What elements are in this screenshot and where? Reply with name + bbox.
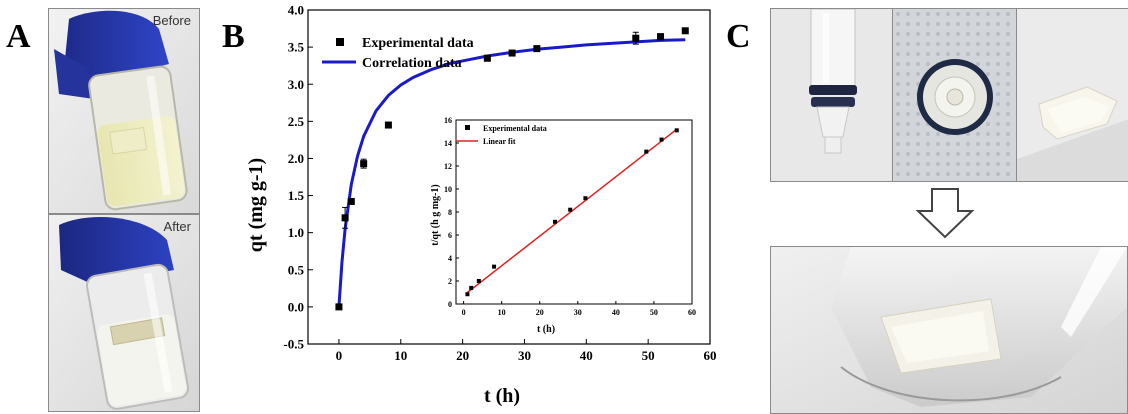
inset-y-tick-label: 12 bbox=[444, 162, 452, 171]
main-x-tick-label: 20 bbox=[456, 348, 469, 363]
photo-aerogel-in-vial bbox=[1016, 8, 1128, 182]
photo-filter-top-view bbox=[892, 8, 1018, 182]
inset-y-tick-label: 16 bbox=[444, 116, 452, 125]
main-data-point bbox=[508, 49, 516, 57]
main-y-tick-label: -0.5 bbox=[283, 337, 304, 352]
vial-after-image bbox=[49, 215, 199, 411]
inset-x-tick-label: 20 bbox=[536, 308, 544, 317]
main-y-tick-label: 1.5 bbox=[288, 188, 305, 203]
vial-before-image bbox=[49, 9, 199, 213]
inset-legend-label-linear: Linear fit bbox=[483, 137, 516, 146]
main-x-axis-label: t (h) bbox=[484, 385, 520, 407]
main-frame bbox=[307, 9, 711, 345]
main-data-point bbox=[360, 160, 368, 168]
inset-y-tick-label: 8 bbox=[448, 208, 452, 217]
panel-label-a: A bbox=[6, 18, 31, 55]
legend-label-experimental: Experimental data bbox=[362, 36, 474, 51]
main-y-tick-label: 2.0 bbox=[288, 151, 304, 166]
inset-data-point bbox=[674, 128, 679, 133]
before-label: Before bbox=[152, 13, 191, 28]
panel-label-b: B bbox=[222, 18, 245, 55]
main-y-axis-label: qt (mg g-1) bbox=[245, 158, 267, 252]
photo-aerogel-closeup bbox=[770, 246, 1128, 414]
inset-data-point bbox=[465, 292, 470, 297]
inset-x-tick-label: 60 bbox=[688, 308, 696, 317]
main-y-tick-label: 3.0 bbox=[288, 77, 304, 92]
inset-data-point bbox=[644, 149, 649, 154]
down-arrow-icon bbox=[915, 188, 975, 239]
main-x-tick-label: 60 bbox=[704, 348, 717, 363]
inset-y-tick-label: 14 bbox=[444, 139, 452, 148]
legend-marker-experimental bbox=[336, 38, 344, 46]
main-y-tick-label: 1.0 bbox=[288, 225, 304, 240]
main-y-tick-label: 0.5 bbox=[288, 262, 305, 277]
inset-x-tick-label: 50 bbox=[650, 308, 658, 317]
inset-data-point bbox=[492, 264, 497, 269]
photo-syringe bbox=[770, 8, 894, 182]
inset-legend: Experimental data Linear fit bbox=[456, 124, 547, 146]
inset-y-tick-label: 0 bbox=[448, 300, 452, 309]
kinetics-chart: 0 10 20 30 40 50 60-0.50.00.51.01.52.02.53.03.… bbox=[245, 3, 717, 407]
main-data-point bbox=[335, 303, 343, 311]
inset-x-tick-label: 0 bbox=[462, 308, 466, 317]
main-x-tick-label: 40 bbox=[580, 348, 593, 363]
main-data-point bbox=[681, 27, 689, 35]
photo-after: After bbox=[48, 214, 200, 412]
main-x-tick-label: 30 bbox=[518, 348, 531, 363]
main-x-tick-label: 50 bbox=[642, 348, 655, 363]
inset-x-tick-label: 40 bbox=[612, 308, 620, 317]
main-data-point bbox=[384, 121, 392, 129]
main-legend: Experimental data Correlation data bbox=[322, 36, 474, 71]
inset-data-point bbox=[568, 207, 573, 212]
inset-y-tick-label: 10 bbox=[444, 185, 452, 194]
main-y-tick-label: 2.5 bbox=[288, 114, 305, 129]
inset-y-tick-label: 4 bbox=[448, 254, 452, 263]
inset-y-tick-label: 2 bbox=[448, 277, 452, 286]
inset-plot: 0 10 20 30 40 50 60 0 2 4 6 8 10 12 14 16 bbox=[444, 116, 696, 317]
main-x-tick-label: 10 bbox=[394, 348, 407, 363]
aerogel-closeup-image bbox=[771, 247, 1127, 413]
main-y-tick-label: 0.0 bbox=[288, 299, 304, 314]
inset-legend-label-experimental: Experimental data bbox=[483, 124, 547, 133]
main-plot: 0 10 20 30 40 50 60-0.50.00.51.01.52.02.53.03.… bbox=[283, 3, 716, 363]
main-data-point bbox=[341, 214, 349, 222]
main-data-point bbox=[657, 33, 665, 41]
main-data-point bbox=[347, 197, 355, 205]
main-x-tick-label: 0 bbox=[336, 348, 343, 363]
inset-x-tick-label: 30 bbox=[574, 308, 582, 317]
inset-y-axis-label: t/qt (h g mg-1) bbox=[430, 184, 441, 245]
syringe-image bbox=[771, 9, 893, 181]
main-data-point bbox=[483, 54, 491, 62]
main-series-line bbox=[337, 38, 686, 308]
inset-legend-marker-experimental bbox=[465, 125, 470, 130]
main-data-point bbox=[533, 45, 541, 53]
inset-y-tick-label: 6 bbox=[448, 231, 452, 240]
panel-label-c: C bbox=[726, 18, 751, 55]
inset-data-point bbox=[583, 196, 588, 201]
filter-top-view-image bbox=[893, 9, 1017, 181]
inset-data-point bbox=[476, 279, 481, 283]
after-label: After bbox=[163, 219, 191, 234]
photo-before: Before bbox=[48, 8, 200, 214]
legend-label-correlation: Correlation data bbox=[362, 56, 462, 71]
main-data-point bbox=[632, 34, 640, 42]
main-y-tick-label: 4.0 bbox=[288, 3, 304, 18]
inset-x-tick-label: 10 bbox=[498, 308, 506, 317]
inset-plot-area bbox=[456, 120, 692, 304]
aerogel-in-vial-image bbox=[1017, 9, 1128, 181]
inset-data-point bbox=[552, 219, 557, 224]
inset-data-point bbox=[469, 285, 474, 290]
main-y-tick-label: 3.5 bbox=[288, 40, 305, 55]
inset-x-axis-label: t (h) bbox=[537, 324, 555, 335]
inset-data-point bbox=[659, 137, 664, 142]
